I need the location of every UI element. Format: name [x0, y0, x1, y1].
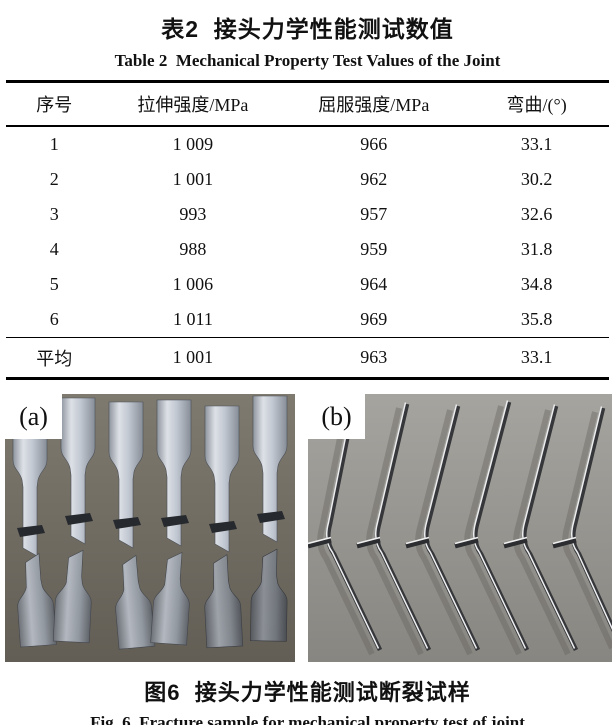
table-cell: 6	[49, 309, 59, 329]
table-cell: 3	[49, 204, 59, 224]
bend-specimen-1	[308, 412, 383, 656]
table-cell: 963	[283, 337, 465, 379]
table-row: 6 1 011 969 35.8	[6, 302, 609, 338]
table-cell: 988	[179, 239, 207, 259]
table-row: 3 993 957 32.6	[6, 197, 609, 232]
table-row: 5 1 006 964 34.8	[6, 267, 609, 302]
results-table: 序号 拉伸强度/MPa 屈服强度/MPa 弯曲/(°) 1 1 009 966 …	[6, 80, 609, 380]
tensile-specimen-6	[249, 395, 289, 642]
table-row: 4 988 959 31.8	[6, 232, 609, 267]
bend-specimen-2	[356, 402, 432, 656]
table-cell: 2	[49, 169, 59, 189]
table-row: 2 1 001 962 30.2	[6, 162, 609, 197]
table-cell: 平均	[6, 337, 103, 379]
column-header-yield: 屈服强度/MPa	[283, 81, 465, 127]
table-cell: 1 011	[172, 309, 213, 329]
table-cell: 33.1	[464, 337, 609, 379]
tensile-specimen-5	[201, 405, 244, 649]
table-cell: 35.8	[520, 309, 553, 329]
figure-panels: (a)	[5, 394, 612, 662]
column-header-bend: 弯曲/(°)	[464, 81, 609, 127]
table-cell: 969	[360, 309, 388, 329]
table-title-zh: 表2 接头力学性能测试数值	[161, 16, 454, 42]
table-summary-row: 平均 1 001 963 33.1	[6, 337, 609, 379]
table-cell: 5	[49, 274, 59, 294]
table-cell: 964	[360, 274, 388, 294]
table-row: 1 1 009 966 33.1	[6, 126, 609, 162]
table-title-en: Table 2 Mechanical Property Test Values …	[114, 51, 501, 70]
table-cell: 1	[49, 134, 59, 154]
bend-specimen-6	[552, 406, 612, 650]
table-cell: 31.8	[520, 239, 553, 259]
bend-specimen-4	[454, 400, 530, 656]
table-cell: 962	[360, 169, 388, 189]
bend-specimen-3	[405, 404, 481, 656]
table-cell: 33.1	[520, 134, 553, 154]
table-cell: 1 009	[172, 134, 214, 154]
table-cell: 1 001	[172, 169, 214, 189]
table-cell: 34.8	[520, 274, 553, 294]
table-cell: 1 001	[102, 337, 284, 379]
bend-specimen-5	[503, 404, 579, 656]
panel-b-label: (b)	[308, 394, 365, 439]
photo-panel-b: (b)	[308, 394, 612, 662]
table-cell: 957	[360, 204, 388, 224]
table-cell: 32.6	[520, 204, 553, 224]
table-cell: 966	[360, 134, 388, 154]
table-header-row: 序号 拉伸强度/MPa 屈服强度/MPa 弯曲/(°)	[6, 81, 609, 127]
column-header-tensile: 拉伸强度/MPa	[102, 81, 284, 127]
tensile-specimen-1	[12, 409, 57, 648]
table-cell: 1 006	[172, 274, 214, 294]
tensile-specimen-4	[150, 399, 194, 646]
figure-caption-zh: 图6 接头力学性能测试断裂试样	[144, 680, 471, 705]
table-cell: 4	[49, 239, 59, 259]
table-cell: 30.2	[520, 169, 553, 189]
table-cell: 959	[360, 239, 388, 259]
table-cell: 993	[179, 204, 207, 224]
photo-panel-a: (a)	[5, 394, 295, 662]
tensile-specimen-2	[52, 397, 96, 644]
panel-a-label: (a)	[5, 394, 62, 439]
column-header-index: 序号	[6, 81, 103, 127]
tensile-specimen-3	[108, 401, 156, 650]
figure-caption-en: Fig. 6 Fracture sample for mechanical pr…	[90, 713, 525, 725]
